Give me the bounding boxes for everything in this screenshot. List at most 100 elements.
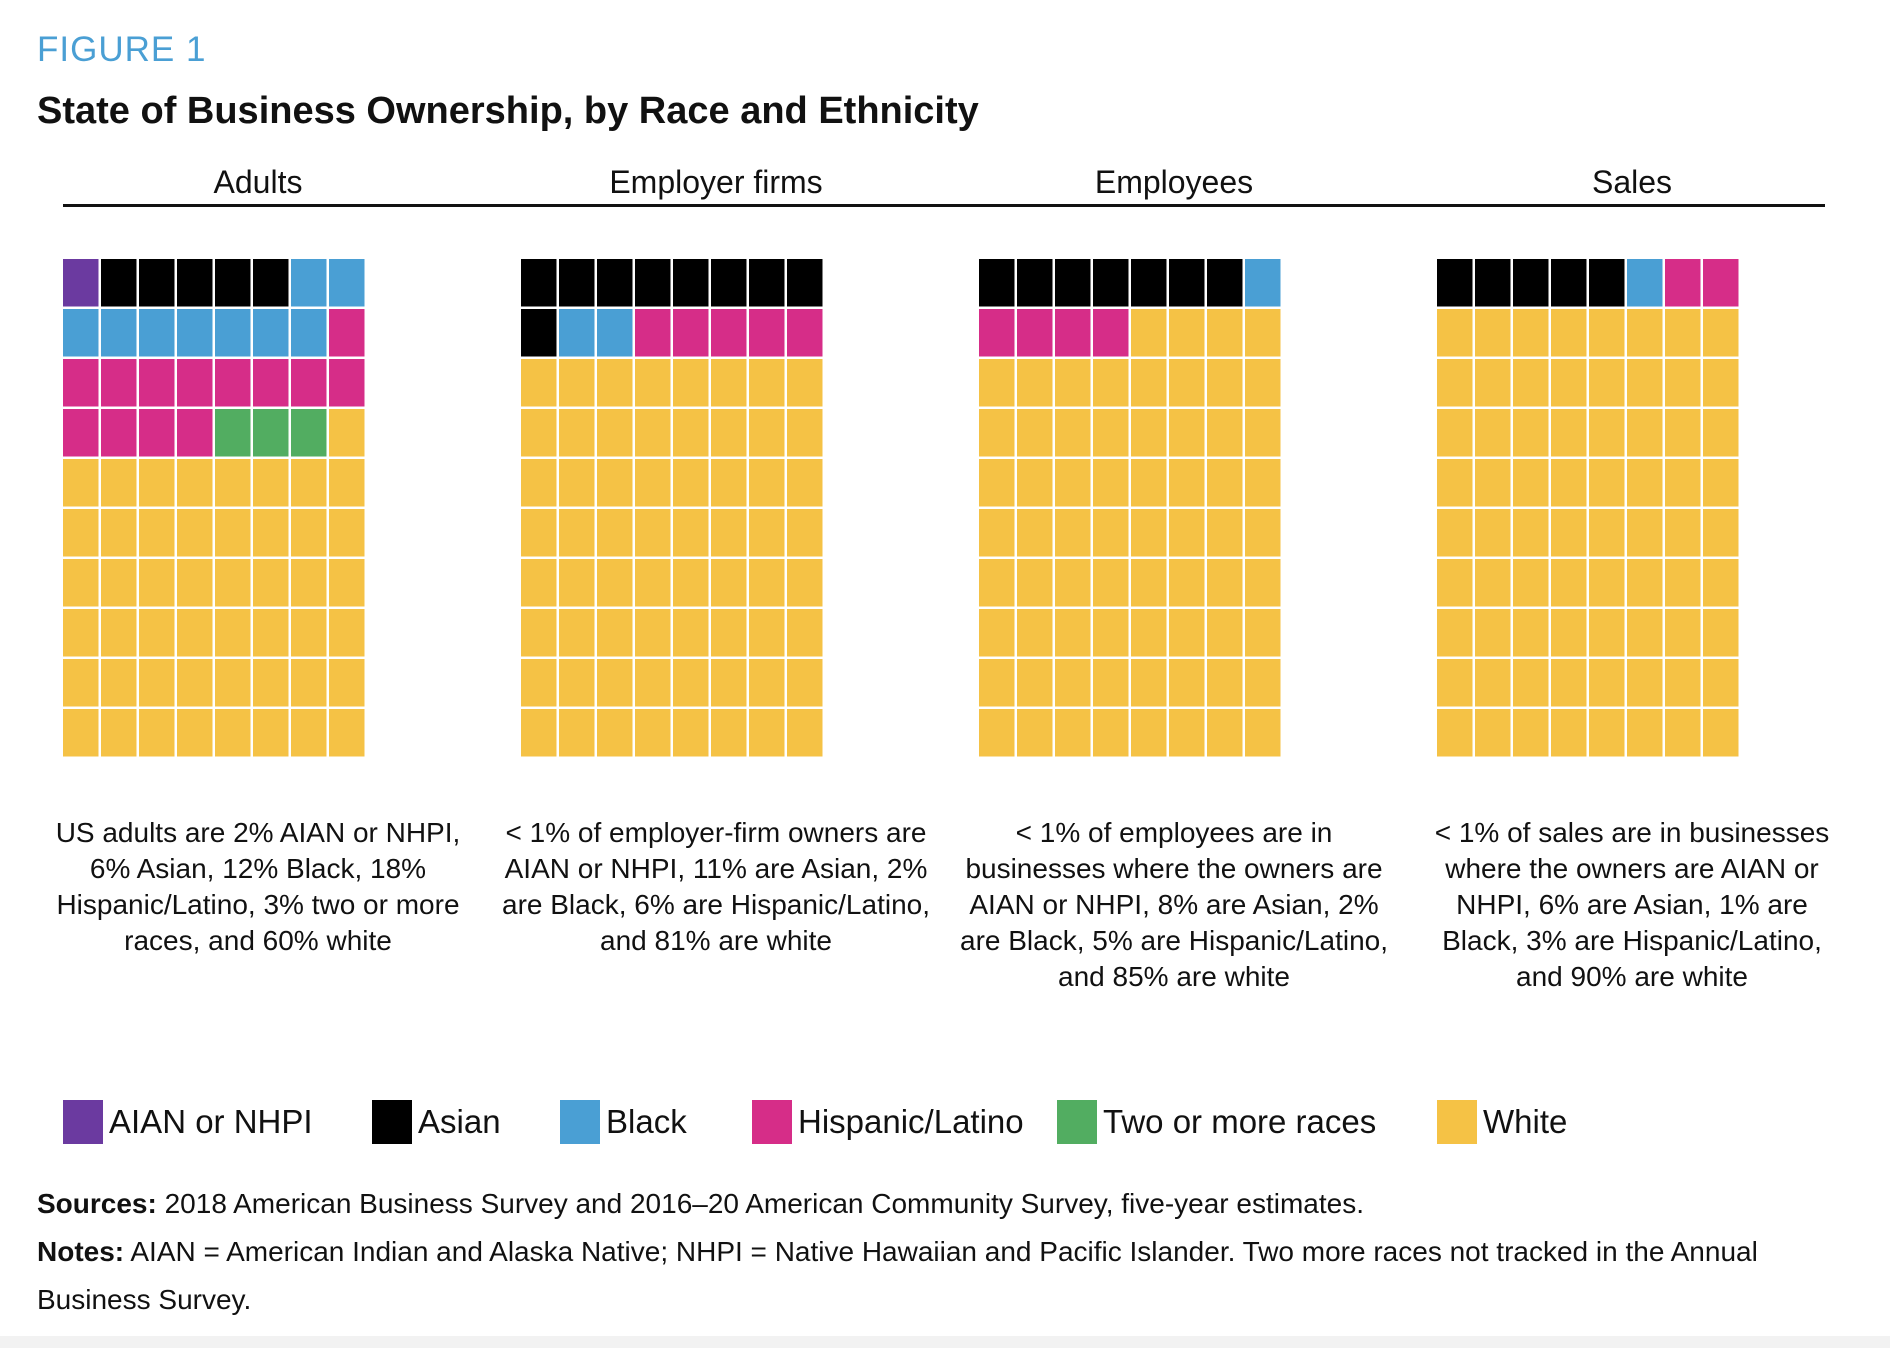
- waffle-cell-asian: [1055, 259, 1091, 307]
- waffle-cell-white: [329, 559, 365, 607]
- waffle-cell-white: [1665, 659, 1701, 707]
- waffle-cell-white: [635, 709, 671, 757]
- legend-swatch: [63, 1100, 103, 1144]
- notes-note: Notes: AIAN = American Indian and Alaska…: [37, 1228, 1857, 1324]
- waffle-cell-hispanic-latino: [63, 359, 99, 407]
- waffle-cell-white: [711, 409, 747, 457]
- waffle-cell-white: [1093, 509, 1129, 557]
- waffle-cell-white: [1017, 559, 1053, 607]
- waffle-cell-white: [1551, 459, 1587, 507]
- waffle-cell-white: [1055, 459, 1091, 507]
- waffle-cell-white: [1055, 659, 1091, 707]
- waffle-cell-two-or-more-races: [253, 409, 289, 457]
- waffle-cell-white: [521, 409, 557, 457]
- waffle-cell-white: [139, 559, 175, 607]
- waffle-cell-white: [1245, 659, 1281, 707]
- legend-label: White: [1483, 1103, 1568, 1140]
- waffle-cell-white: [1475, 609, 1511, 657]
- waffle-cell-white: [979, 659, 1015, 707]
- waffle-cell-white: [1513, 409, 1549, 457]
- waffle-cell-white: [749, 409, 785, 457]
- waffle-adults: [63, 259, 367, 759]
- waffle-cell-asian: [177, 259, 213, 307]
- waffle-cell-white: [597, 359, 633, 407]
- waffle-cell-white: [1437, 609, 1473, 657]
- panel-adults: Adults US adults are 2% AIAN or NHPI, 6%…: [56, 162, 461, 956]
- legend-item-asian: Asian: [372, 1100, 501, 1144]
- waffle-cell-white: [979, 359, 1015, 407]
- legend-label: AIAN or NHPI: [109, 1103, 313, 1140]
- waffle-cell-white: [1703, 559, 1739, 607]
- waffle-cell-white: [521, 659, 557, 707]
- waffle-cell-white: [1551, 709, 1587, 757]
- waffle-cell-black: [139, 309, 175, 357]
- waffle-cell-white: [1589, 409, 1625, 457]
- waffle-cell-white: [1017, 609, 1053, 657]
- legend-label: Black: [606, 1103, 687, 1140]
- waffle-cell-white: [177, 559, 213, 607]
- waffle-cell-white: [1017, 359, 1053, 407]
- waffle-cell-white: [635, 359, 671, 407]
- waffle-cell-white: [215, 509, 251, 557]
- waffle-cell-white: [329, 659, 365, 707]
- waffle-cell-white: [1513, 309, 1549, 357]
- waffle-cell-white: [1131, 409, 1167, 457]
- waffle-cell-white: [1017, 509, 1053, 557]
- legend-swatch: [1437, 1100, 1477, 1144]
- waffle-cell-white: [1437, 309, 1473, 357]
- waffle-cell-white: [635, 659, 671, 707]
- waffle-cell-black: [329, 259, 365, 307]
- waffle-cell-white: [673, 509, 709, 557]
- waffle-cell-white: [521, 459, 557, 507]
- waffle-cell-white: [1437, 659, 1473, 707]
- waffle-cell-asian: [1207, 259, 1243, 307]
- waffle-cell-black: [1627, 259, 1663, 307]
- waffle-cell-white: [787, 459, 823, 507]
- waffle-cell-white: [1055, 559, 1091, 607]
- waffle-cell-asian: [635, 259, 671, 307]
- waffle-cell-white: [1207, 359, 1243, 407]
- waffle-cell-white: [1055, 409, 1091, 457]
- waffle-cell-black: [597, 309, 633, 357]
- waffle-cell-white: [1131, 559, 1167, 607]
- waffle-cell-white: [1245, 559, 1281, 607]
- waffle-cell-white: [1207, 609, 1243, 657]
- waffle-cell-white: [1017, 659, 1053, 707]
- bottom-band: [0, 1336, 1890, 1348]
- waffle-cell-white: [1093, 359, 1129, 407]
- waffle-cell-white: [139, 609, 175, 657]
- waffle-cell-white: [749, 559, 785, 607]
- waffle-cell-white: [1093, 409, 1129, 457]
- waffle-cell-white: [329, 409, 365, 457]
- waffle-cell-white: [711, 509, 747, 557]
- waffle-cell-white: [1093, 659, 1129, 707]
- legend-swatch: [752, 1100, 792, 1144]
- waffle-cell-asian: [711, 259, 747, 307]
- waffle-cell-white: [1245, 409, 1281, 457]
- waffle-cell-white: [177, 659, 213, 707]
- waffle-cell-white: [1207, 709, 1243, 757]
- waffle-cell-white: [1437, 509, 1473, 557]
- waffle-cell-white: [215, 459, 251, 507]
- waffle-cell-white: [1665, 559, 1701, 607]
- waffle-cell-white: [1093, 559, 1129, 607]
- waffle-cell-white: [253, 659, 289, 707]
- waffle-cell-white: [711, 659, 747, 707]
- waffle-cell-white: [979, 509, 1015, 557]
- legend-swatch: [372, 1100, 412, 1144]
- waffle-cell-asian: [1017, 259, 1053, 307]
- waffle-cell-black: [177, 309, 213, 357]
- waffle-cell-hispanic-latino: [329, 309, 365, 357]
- waffle-cell-white: [979, 459, 1015, 507]
- legend-item-aian-nhpi: AIAN or NHPI: [63, 1100, 313, 1144]
- waffle-cell-white: [1551, 309, 1587, 357]
- waffle-cell-white: [177, 459, 213, 507]
- waffle-cell-white: [177, 709, 213, 757]
- waffle-cell-white: [1551, 509, 1587, 557]
- waffle-cell-black: [215, 309, 251, 357]
- waffle-cell-white: [711, 709, 747, 757]
- waffle-cell-white: [559, 659, 595, 707]
- waffle-cell-white: [101, 709, 137, 757]
- waffle-cell-black: [559, 309, 595, 357]
- waffle-cell-white: [711, 559, 747, 607]
